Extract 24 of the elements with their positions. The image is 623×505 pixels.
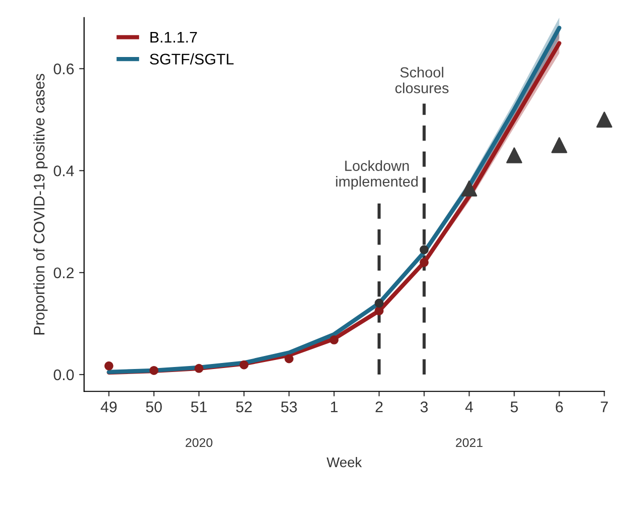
y-tick-label: 0.4 — [54, 165, 74, 176]
x-tick-label: 52 — [236, 402, 252, 412]
x-tick-label: 5 — [510, 402, 518, 412]
x-tick-label: 53 — [281, 402, 297, 412]
x-tick-label: 7 — [600, 402, 608, 412]
x-tick-label: 3 — [420, 402, 428, 412]
ref-line-label: School closures — [395, 66, 449, 94]
y-tick-label: 0.6 — [54, 64, 74, 74]
x-tick-label: 51 — [191, 402, 207, 412]
x-tick-label: 4 — [465, 402, 473, 412]
x-tick-label: 50 — [146, 402, 162, 412]
x-tick-label: 1 — [330, 402, 338, 412]
y-axis-title: Proportion of COVID-19 positive cases — [33, 74, 48, 334]
x-tick-label: 49 — [100, 402, 117, 412]
y-tick-label: 0.0 — [54, 369, 74, 380]
y-tick-label: 0.2 — [54, 267, 74, 278]
x-tick-label: 2 — [376, 402, 383, 412]
text: 2021 — [456, 438, 482, 448]
x-tick-label: 6 — [556, 402, 563, 412]
x-axis-title: Week — [326, 457, 362, 468]
ref-line-label: Lockdown implemented — [336, 160, 418, 190]
legend-label: B.1.1.7 — [150, 32, 197, 42]
text: 2020 — [186, 438, 212, 448]
legend-label: SGTF/SGTL — [150, 53, 234, 65]
